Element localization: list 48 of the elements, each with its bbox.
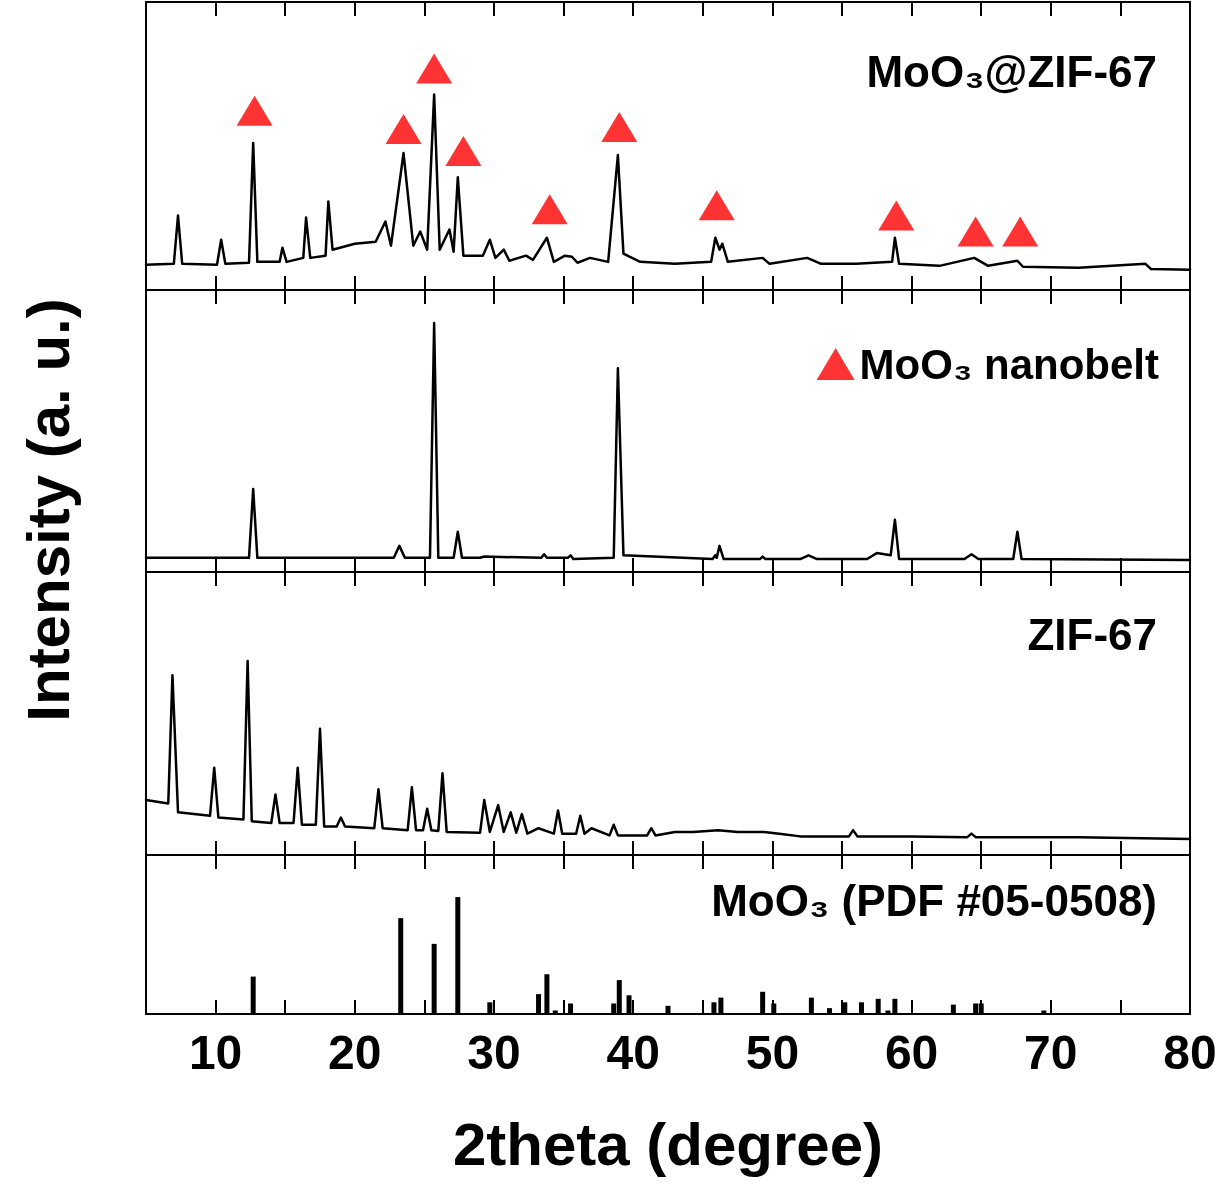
x-tick-label: 10	[188, 1025, 243, 1079]
x-tick-label: 20	[328, 1025, 382, 1079]
bar	[950, 1004, 956, 1014]
bar	[455, 897, 461, 1014]
bar	[885, 1010, 891, 1014]
bar	[771, 1003, 777, 1014]
bar	[875, 998, 881, 1014]
x-tick-label: 80	[1163, 1025, 1217, 1079]
bar	[431, 943, 437, 1014]
bar	[398, 918, 404, 1014]
bar	[760, 991, 766, 1014]
bar	[826, 1008, 832, 1014]
chart-title: ZIF-67	[1027, 609, 1158, 659]
bar	[544, 974, 550, 1014]
point	[601, 111, 638, 142]
bar	[665, 1005, 671, 1014]
point	[416, 53, 453, 84]
x-tick-label: 70	[1024, 1025, 1078, 1079]
bar	[487, 1002, 493, 1014]
point	[698, 190, 735, 221]
y-axis-title: Intensity (a. u.)	[13, 298, 83, 722]
bar	[250, 976, 256, 1014]
point	[385, 113, 422, 144]
point	[445, 136, 482, 167]
point	[1002, 216, 1039, 247]
chart-title: MoO₃@ZIF-67	[866, 46, 1157, 96]
x-tick-label: 40	[606, 1025, 660, 1079]
bar	[858, 1002, 864, 1014]
point	[957, 216, 994, 247]
x-axis-title: 2theta (degree)	[452, 1110, 884, 1178]
bar	[842, 1002, 848, 1014]
x-tick-label: 50	[745, 1025, 800, 1079]
legend-label: MoO₃ nanobelt	[859, 340, 1160, 388]
x-tick-label: 60	[884, 1025, 939, 1079]
bar	[718, 997, 724, 1014]
bar	[552, 1010, 558, 1014]
x-tick-label: 30	[467, 1025, 521, 1079]
bar	[626, 995, 632, 1014]
point	[236, 95, 273, 126]
bar	[536, 994, 542, 1014]
bar	[568, 1003, 574, 1014]
chart-title: MoO₃ (PDF #05-0508)	[711, 875, 1158, 925]
point	[878, 200, 915, 231]
bar	[808, 997, 814, 1014]
bar	[892, 998, 898, 1014]
bar	[711, 1002, 717, 1014]
bar	[1041, 1010, 1047, 1014]
point	[531, 194, 568, 225]
